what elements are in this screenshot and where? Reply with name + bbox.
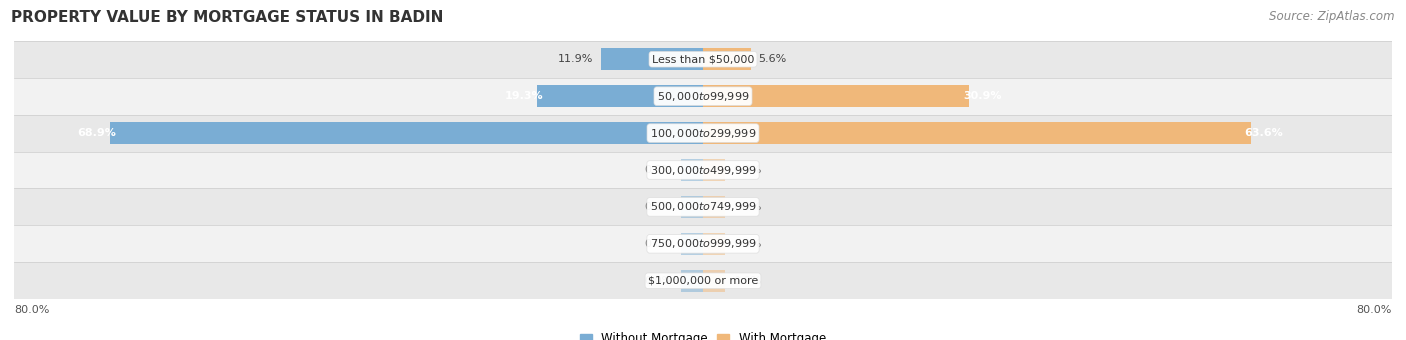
Bar bbox=[682, 196, 703, 218]
Bar bbox=[703, 122, 1251, 144]
Text: $750,000 to $999,999: $750,000 to $999,999 bbox=[650, 237, 756, 250]
Bar bbox=[14, 262, 1392, 299]
Bar bbox=[703, 48, 751, 70]
Text: 0.0%: 0.0% bbox=[733, 276, 762, 286]
Text: $1,000,000 or more: $1,000,000 or more bbox=[648, 276, 758, 286]
Text: 0.0%: 0.0% bbox=[644, 276, 673, 286]
Text: 80.0%: 80.0% bbox=[14, 305, 49, 315]
Text: Less than $50,000: Less than $50,000 bbox=[652, 54, 754, 64]
Legend: Without Mortgage, With Mortgage: Without Mortgage, With Mortgage bbox=[575, 328, 831, 340]
Text: 5.6%: 5.6% bbox=[758, 54, 786, 64]
Text: PROPERTY VALUE BY MORTGAGE STATUS IN BADIN: PROPERTY VALUE BY MORTGAGE STATUS IN BAD… bbox=[11, 10, 444, 25]
Text: 0.0%: 0.0% bbox=[644, 239, 673, 249]
Bar bbox=[14, 188, 1392, 225]
Bar bbox=[682, 270, 703, 292]
Bar bbox=[682, 233, 703, 255]
Bar bbox=[600, 48, 703, 70]
Text: 63.6%: 63.6% bbox=[1244, 128, 1284, 138]
Bar bbox=[682, 159, 703, 181]
Text: 80.0%: 80.0% bbox=[1357, 305, 1392, 315]
Text: $500,000 to $749,999: $500,000 to $749,999 bbox=[650, 200, 756, 214]
Bar bbox=[537, 85, 703, 107]
Text: 30.9%: 30.9% bbox=[963, 91, 1001, 101]
Bar bbox=[14, 41, 1392, 78]
Text: 11.9%: 11.9% bbox=[558, 54, 593, 64]
Bar bbox=[703, 85, 969, 107]
Text: 68.9%: 68.9% bbox=[77, 128, 115, 138]
Bar bbox=[703, 196, 724, 218]
Bar bbox=[14, 115, 1392, 152]
Text: $100,000 to $299,999: $100,000 to $299,999 bbox=[650, 126, 756, 140]
Bar bbox=[14, 152, 1392, 188]
Text: $50,000 to $99,999: $50,000 to $99,999 bbox=[657, 90, 749, 103]
Bar bbox=[703, 159, 724, 181]
Bar bbox=[703, 270, 724, 292]
Text: 0.0%: 0.0% bbox=[644, 165, 673, 175]
Bar bbox=[14, 78, 1392, 115]
Text: $300,000 to $499,999: $300,000 to $499,999 bbox=[650, 164, 756, 176]
Bar bbox=[703, 233, 724, 255]
Text: 0.0%: 0.0% bbox=[733, 202, 762, 212]
Text: 0.0%: 0.0% bbox=[733, 165, 762, 175]
Bar bbox=[110, 122, 703, 144]
Text: 0.0%: 0.0% bbox=[733, 239, 762, 249]
Text: 0.0%: 0.0% bbox=[644, 202, 673, 212]
Text: 19.3%: 19.3% bbox=[505, 91, 543, 101]
Text: Source: ZipAtlas.com: Source: ZipAtlas.com bbox=[1270, 10, 1395, 23]
Bar bbox=[14, 225, 1392, 262]
